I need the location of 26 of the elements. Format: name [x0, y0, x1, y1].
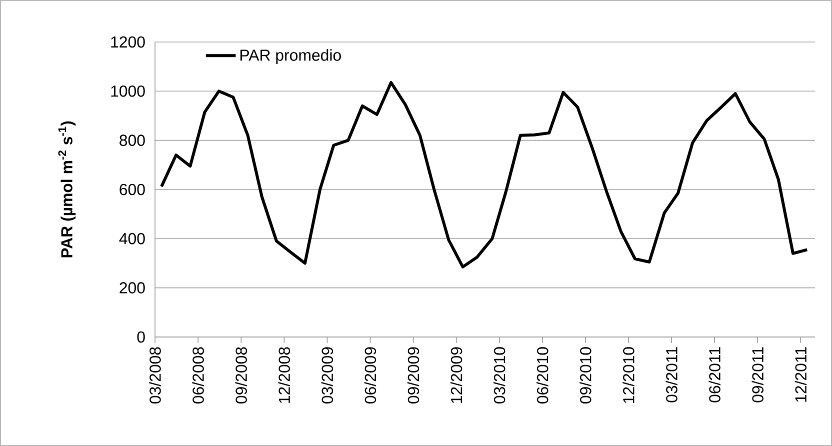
x-tick-label: 12/2011 [794, 347, 807, 402]
x-tick-label: 06/2011 [708, 347, 720, 402]
x-tick-label: 09/2011 [752, 347, 764, 402]
y-axis-title: PAR (µmol m$^{-2}$ s$^{-1}$) [58, 121, 76, 258]
x-tick-label: 12/2010 [622, 347, 634, 403]
x-tick-label: 09/2010 [580, 347, 592, 404]
x-tick-label: 06/2009 [364, 347, 376, 404]
x-tick-label: 06/2008 [192, 347, 204, 404]
x-tick-label: 12/2009 [450, 347, 462, 403]
x-tick-label: 09/2009 [407, 347, 420, 404]
y-tick-label: 1200 [111, 36, 145, 48]
y-tick-label: 400 [119, 233, 145, 244]
y-tick-label: 200 [120, 282, 145, 294]
x-tick-label: 03/2009 [321, 347, 334, 404]
x-tick-label: 03/2008 [149, 347, 161, 404]
y-tick-label: 800 [120, 134, 145, 146]
x-tick-label: 03/2010 [494, 347, 506, 404]
y-tick-label: 600 [120, 184, 145, 196]
x-tick-label: 12/2008 [278, 347, 290, 403]
x-tick-label: 06/2010 [536, 347, 548, 404]
legend-label: PAR promedio [240, 49, 341, 64]
x-tick-label: 03/2011 [666, 347, 678, 402]
line-series [160, 81, 809, 268]
x-tick-label: 09/2008 [235, 347, 247, 404]
y-tick-label: 1000 [111, 86, 145, 97]
y-tick-label: 0 [137, 331, 145, 343]
